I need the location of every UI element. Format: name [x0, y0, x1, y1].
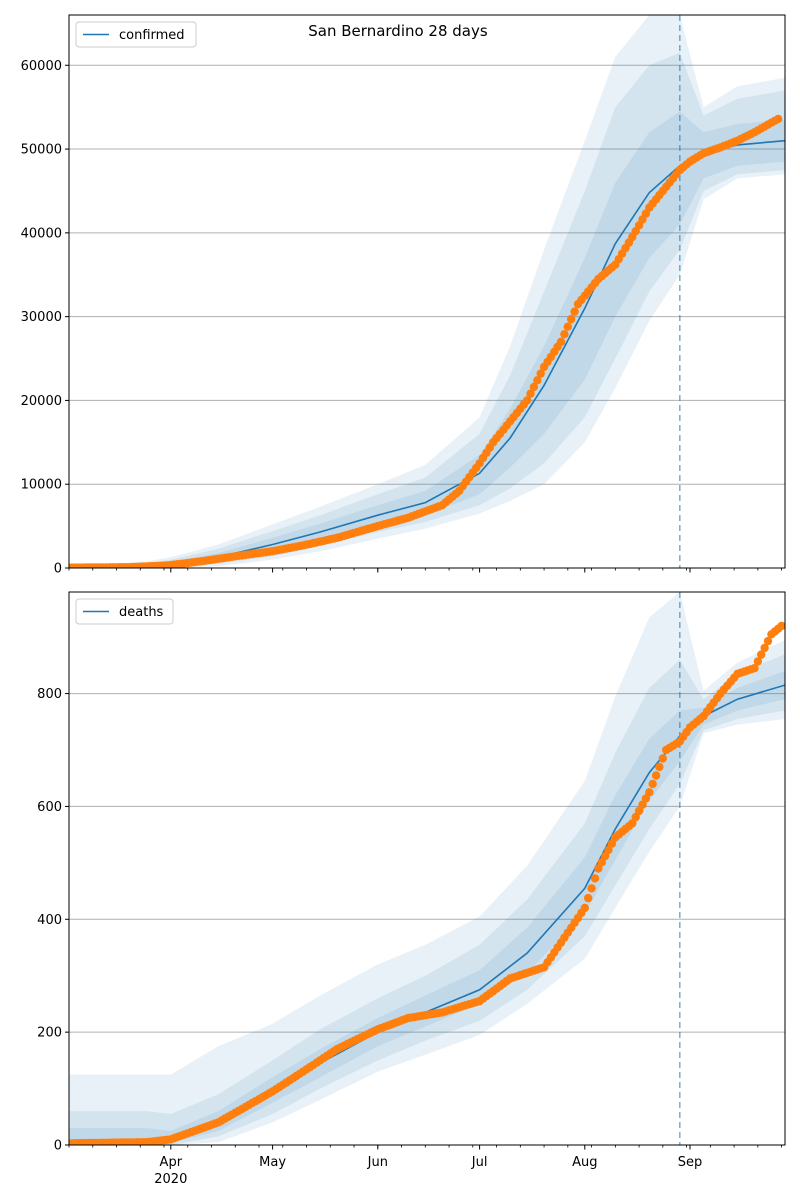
- observed-point-154: [587, 884, 596, 893]
- observed-point-158: [601, 851, 610, 861]
- observed-point-169: [638, 800, 647, 809]
- x-tick-label-0: Apr: [160, 1155, 183, 1170]
- observed-point-148: [567, 314, 576, 324]
- uncertainty-band-1: [69, 654, 785, 1145]
- observed-point-172: [648, 779, 657, 789]
- observed-point-210: [777, 621, 785, 631]
- y-tick-label-3: 600: [37, 800, 62, 815]
- uncertainty-band-2: [69, 15, 785, 568]
- confirmed-panel: 0 10000 20000 30000 40000 50000 60000 confirmed: [21, 14, 786, 577]
- legend-box: [75, 598, 174, 625]
- uncertainty-band-2: [69, 592, 785, 1145]
- y-tick-label-0: 0: [54, 562, 62, 577]
- x-tick-label-3: Jul: [471, 1155, 488, 1170]
- observed-point-145: [556, 337, 566, 346]
- observed-point-149: [570, 307, 579, 316]
- observed-point-170: [641, 794, 651, 803]
- legend-box: [75, 21, 197, 48]
- y-tick-label-4: 40000: [21, 226, 62, 241]
- observed-point-206: [763, 636, 773, 646]
- observed-point-209: [774, 114, 783, 124]
- legend-label: deaths: [119, 605, 164, 620]
- observed-point-152: [580, 903, 589, 913]
- y-tick-label-6: 60000: [21, 59, 62, 74]
- x-tick-label-4: Aug: [572, 1155, 597, 1170]
- observed-point-173: [651, 771, 661, 780]
- observed-point-155: [590, 874, 600, 883]
- observed-point-205: [760, 643, 769, 653]
- observed-point-138: [533, 376, 542, 385]
- observed-point-202: [750, 664, 759, 673]
- observed-point-137: [529, 382, 539, 392]
- y-tick-label-0: 0: [54, 1139, 62, 1154]
- y-tick-label-1: 200: [37, 1026, 62, 1041]
- observed-point-147: [563, 322, 572, 331]
- observed-point-153: [584, 893, 593, 903]
- y-tick-label-1: 10000: [21, 478, 62, 493]
- observed-point-136: [526, 389, 535, 398]
- plot-area: [69, 592, 785, 1145]
- y-tick-label-2: 20000: [21, 394, 62, 409]
- observed-point-156: [594, 864, 603, 873]
- x-tick-label-5: Sep: [678, 1155, 703, 1170]
- observed-point-159: [604, 845, 613, 855]
- figure-title: San Bernardino 28 days: [308, 22, 488, 40]
- x-tick-label-1: May: [259, 1155, 286, 1170]
- plot-area: [69, 15, 785, 568]
- deaths-panel: 0 200 400 600 800 Apr 2020 May Jun Jul Aug Sep death…: [37, 591, 786, 1187]
- observed-point-146: [560, 330, 569, 339]
- observed-point-171: [645, 788, 654, 797]
- axes-frame: [68, 591, 786, 1146]
- y-tick-label-4: 800: [37, 687, 62, 702]
- observed-point-166: [628, 819, 637, 828]
- x-tick-label-2: Jun: [367, 1155, 388, 1170]
- y-tick-label-5: 50000: [21, 143, 62, 158]
- uncertainty-band-1: [69, 52, 785, 568]
- legend: deaths: [75, 598, 174, 625]
- observed-point-168: [634, 806, 644, 816]
- observed-point-157: [597, 858, 606, 867]
- uncertainty-band-0: [69, 111, 785, 568]
- observed-point-204: [757, 650, 766, 659]
- axes-frame: [68, 14, 786, 569]
- observed-point-175: [658, 754, 667, 763]
- legend: confirmed: [75, 21, 197, 48]
- observed-point-139: [536, 369, 545, 378]
- observed-point-174: [655, 762, 664, 772]
- uncertainty-band-0: [69, 671, 785, 1145]
- y-tick-label-2: 400: [37, 913, 62, 928]
- y-tick-label-3: 30000: [21, 310, 62, 325]
- x-tick-sublabel-0: 2020: [154, 1172, 187, 1187]
- observed-point-167: [631, 812, 640, 822]
- legend-label: confirmed: [119, 28, 185, 43]
- observed-point-160: [607, 839, 617, 848]
- observed-point-135: [522, 396, 532, 405]
- observed-point-203: [753, 657, 763, 666]
